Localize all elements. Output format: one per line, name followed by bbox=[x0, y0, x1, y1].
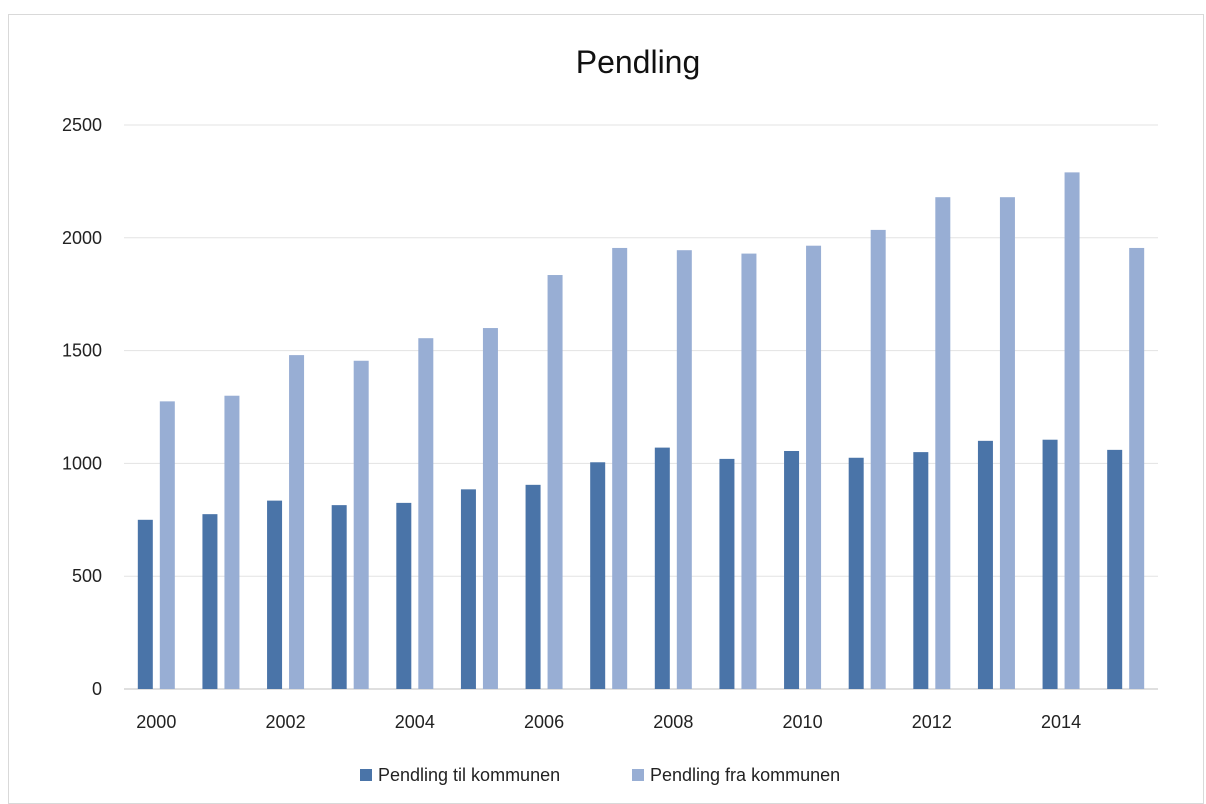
bar-til-2006 bbox=[525, 484, 541, 689]
x-tick-label: 2014 bbox=[1041, 712, 1081, 732]
bar-fra-2014 bbox=[1064, 172, 1080, 690]
chart-title: Pendling bbox=[576, 44, 701, 80]
bar-til-2007 bbox=[590, 462, 606, 689]
bar-fra-2009 bbox=[741, 253, 757, 690]
x-tick-label: 2002 bbox=[266, 712, 306, 732]
y-tick-label: 500 bbox=[72, 566, 102, 586]
bar-fra-2004 bbox=[418, 338, 434, 689]
x-tick-label: 2010 bbox=[783, 712, 823, 732]
x-axis-ticks: 2000 2002 2004 2006 2008 2010 2012 2014 bbox=[136, 712, 1081, 732]
bar-fra-2015 bbox=[1129, 247, 1145, 689]
bar-fra-2007 bbox=[612, 247, 628, 689]
y-axis-ticks: 0 500 1000 1500 2000 2500 bbox=[62, 115, 102, 699]
bar-til-2011 bbox=[848, 457, 864, 689]
bar-til-2008 bbox=[654, 447, 670, 689]
x-tick-label: 2004 bbox=[395, 712, 435, 732]
legend: Pendling til kommunen Pendling fra kommun… bbox=[360, 765, 840, 785]
bar-fra-2008 bbox=[676, 250, 692, 689]
bar-til-2000 bbox=[137, 519, 153, 689]
bar-fra-2011 bbox=[870, 229, 886, 690]
y-tick-label: 2000 bbox=[62, 228, 102, 248]
y-tick-label: 0 bbox=[92, 679, 102, 699]
y-tick-label: 2500 bbox=[62, 115, 102, 135]
bar-til-2001 bbox=[202, 514, 218, 689]
bar-til-2012 bbox=[913, 452, 929, 689]
y-tick-label: 1000 bbox=[62, 453, 102, 473]
bar-til-2005 bbox=[460, 489, 476, 689]
bar-fra-2006 bbox=[547, 275, 563, 689]
bar-fra-2012 bbox=[935, 197, 951, 689]
legend-swatch bbox=[632, 769, 644, 781]
bar-til-2002 bbox=[267, 500, 283, 689]
bar-til-2015 bbox=[1107, 449, 1123, 689]
bars bbox=[137, 172, 1145, 690]
bar-til-2004 bbox=[396, 502, 412, 689]
x-tick-label: 2006 bbox=[524, 712, 564, 732]
legend-label: Pendling fra kommunen bbox=[650, 765, 840, 785]
bar-fra-2002 bbox=[289, 355, 305, 689]
x-tick-label: 2012 bbox=[912, 712, 952, 732]
bar-fra-2000 bbox=[159, 401, 175, 689]
x-tick-label: 2008 bbox=[653, 712, 693, 732]
bar-til-2003 bbox=[331, 505, 347, 689]
bar-fra-2001 bbox=[224, 395, 240, 689]
bar-fra-2003 bbox=[353, 360, 369, 689]
bar-til-2009 bbox=[719, 458, 735, 689]
y-tick-label: 1500 bbox=[62, 341, 102, 361]
bar-til-2010 bbox=[784, 450, 800, 689]
x-tick-label: 2000 bbox=[136, 712, 176, 732]
bar-fra-2013 bbox=[999, 197, 1015, 689]
legend-swatch bbox=[360, 769, 372, 781]
bar-fra-2010 bbox=[806, 245, 822, 690]
bar-til-2013 bbox=[977, 440, 993, 689]
legend-label: Pendling til kommunen bbox=[378, 765, 560, 785]
bar-til-2014 bbox=[1042, 439, 1058, 689]
bar-fra-2005 bbox=[482, 328, 498, 689]
